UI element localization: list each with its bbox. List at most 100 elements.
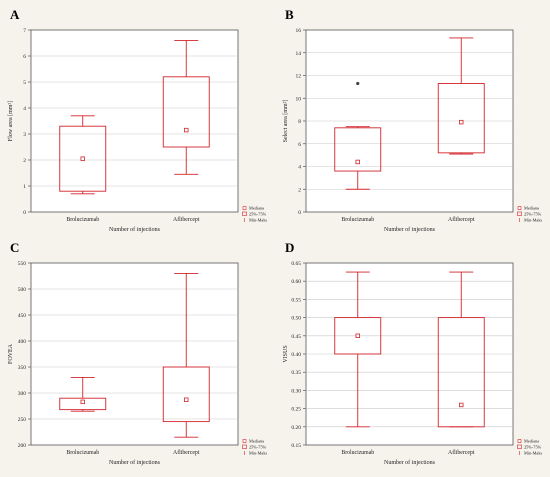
x-category-label: Brolucizumab xyxy=(341,217,374,223)
y-tick-label: 550 xyxy=(18,261,27,267)
legend-median-marker xyxy=(517,206,522,210)
y-tick-label: 2 xyxy=(298,187,301,193)
y-tick-label: 6 xyxy=(298,142,301,148)
y-tick-label: 400 xyxy=(18,339,27,345)
y-tick-label: 0.35 xyxy=(291,370,301,376)
y-tick-label: 12 xyxy=(296,74,302,80)
median-marker xyxy=(80,399,85,405)
legend-box-marker xyxy=(517,444,522,449)
legend-median-label: Mediana xyxy=(524,439,539,444)
y-tick-label: 300 xyxy=(18,391,27,397)
x-category-label: Aflibercept xyxy=(173,449,200,456)
iqr-box xyxy=(59,125,107,192)
y-tick-label: 14 xyxy=(296,51,302,57)
legend-median-label: Mediana xyxy=(524,206,539,211)
chart-panel-a: A 0 1 2 3 4 5 6 7 Brolucizumab Aflibercept Flow ar… xyxy=(5,5,270,235)
y-axis-label: FOVEA xyxy=(8,343,14,364)
legend-median-label: Mediana xyxy=(249,439,264,444)
y-tick-label: 0.60 xyxy=(291,279,301,285)
y-tick-label: 0.30 xyxy=(291,388,301,394)
legend-whisker-label: Min-Maks xyxy=(524,451,542,456)
x-category-label: Aflibercept xyxy=(448,216,475,223)
legend-median-marker xyxy=(242,439,247,443)
y-tick-label: 10 xyxy=(296,96,302,102)
iqr-box xyxy=(162,76,210,148)
iqr-box xyxy=(437,83,485,154)
legend-box-marker xyxy=(517,211,522,216)
median-marker xyxy=(80,156,85,161)
y-tick-label: 5 xyxy=(23,80,26,86)
panel-letter: D xyxy=(285,240,295,255)
x-category-label: Brolucizumab xyxy=(66,450,99,456)
legend-box-marker xyxy=(242,211,247,216)
iqr-box xyxy=(334,127,382,172)
panel-letter: B xyxy=(285,7,294,22)
legend-box-label: 25%-75% xyxy=(524,445,542,450)
y-tick-label: 200 xyxy=(18,443,27,449)
median-marker xyxy=(355,333,360,338)
y-tick-label: 2 xyxy=(23,158,26,164)
y-tick-label: 0.50 xyxy=(291,316,301,322)
legend-whisker-label: Min-Maks xyxy=(524,218,542,223)
y-tick-label: 0.25 xyxy=(291,407,301,413)
y-tick-label: 0.55 xyxy=(291,297,301,303)
y-tick-label: 0.65 xyxy=(291,261,301,267)
median-marker xyxy=(184,127,189,133)
box-plot-c: 200 250 300 350 400 450 500 550 Brolucizumab Afli… xyxy=(8,261,267,466)
y-tick-label: 7 xyxy=(23,28,26,34)
x-category-label: Aflibercept xyxy=(173,216,200,223)
y-axis-label: Select area [mm²] xyxy=(283,100,289,143)
legend-box-label: 25%-75% xyxy=(524,212,542,217)
y-tick-label: 4 xyxy=(298,165,301,171)
iqr-box xyxy=(437,317,485,428)
y-tick-label: 250 xyxy=(18,417,27,423)
y-tick-label: 350 xyxy=(18,365,27,371)
outlier-point xyxy=(356,81,360,86)
plot-area xyxy=(30,262,239,446)
y-tick-label: 3 xyxy=(23,132,26,138)
legend-median-label: Mediana xyxy=(249,206,264,211)
y-tick-label: 0.45 xyxy=(291,334,301,340)
x-category-label: Brolucizumab xyxy=(341,450,374,456)
y-tick-label: 450 xyxy=(18,313,27,319)
y-tick-label: 4 xyxy=(23,106,26,112)
y-axis-label: Flow area [mm²] xyxy=(8,101,14,141)
y-tick-label: 0.20 xyxy=(291,425,301,431)
legend-median-marker xyxy=(242,206,247,210)
chart-panel-d: D 0.15 0.20 0.25 0.30 0.35 0.40 0.45 0.50 0.55 0.… xyxy=(280,238,545,468)
x-axis-label: Number of injections xyxy=(384,226,436,233)
legend-box-label: 25%-75% xyxy=(249,212,267,217)
chart-panel-b: B 0 2 4 6 8 10 12 14 16 Brolucizumab Aflibercept Se… xyxy=(280,5,545,235)
median-marker xyxy=(459,119,464,125)
y-tick-label: 500 xyxy=(18,287,27,293)
iqr-box xyxy=(162,366,210,423)
box-plot-b: 0 2 4 6 8 10 12 14 16 Brolucizumab Aflibercept Sele… xyxy=(283,28,542,233)
y-tick-label: 0.15 xyxy=(291,443,301,449)
box-plot-d: 0.15 0.20 0.25 0.30 0.35 0.40 0.45 0.50 0.55 0.60… xyxy=(283,261,542,466)
legend-median-marker xyxy=(517,439,522,443)
x-axis-label: Number of injections xyxy=(109,226,161,233)
panel-letter: A xyxy=(10,7,20,22)
x-axis-label: Number of injections xyxy=(384,459,436,466)
legend-box-label: 25%-75% xyxy=(249,445,267,450)
y-tick-label: 16 xyxy=(296,28,302,34)
y-tick-label: 8 xyxy=(298,119,301,125)
median-marker xyxy=(355,159,360,165)
panel-letter: C xyxy=(10,240,20,255)
x-axis-label: Number of injections xyxy=(109,459,161,466)
y-tick-label: 1 xyxy=(23,184,26,190)
y-tick-label: 0 xyxy=(23,210,26,216)
iqr-box xyxy=(59,397,107,411)
median-marker xyxy=(184,397,189,402)
y-axis-label: VISUS xyxy=(283,345,289,362)
plot-area xyxy=(30,29,239,213)
median-marker xyxy=(459,402,464,408)
y-tick-label: 6 xyxy=(23,54,26,60)
legend-whisker-label: Min-Maks xyxy=(249,218,267,223)
x-category-label: Brolucizumab xyxy=(66,217,99,223)
legend-whisker-label: Min-Maks xyxy=(249,451,267,456)
iqr-box xyxy=(334,317,382,355)
y-tick-label: 0 xyxy=(298,210,301,216)
y-tick-label: 0.40 xyxy=(291,352,301,358)
box-plot-a: 0 1 2 3 4 5 6 7 Brolucizumab Aflibercept Flow area… xyxy=(8,28,267,233)
